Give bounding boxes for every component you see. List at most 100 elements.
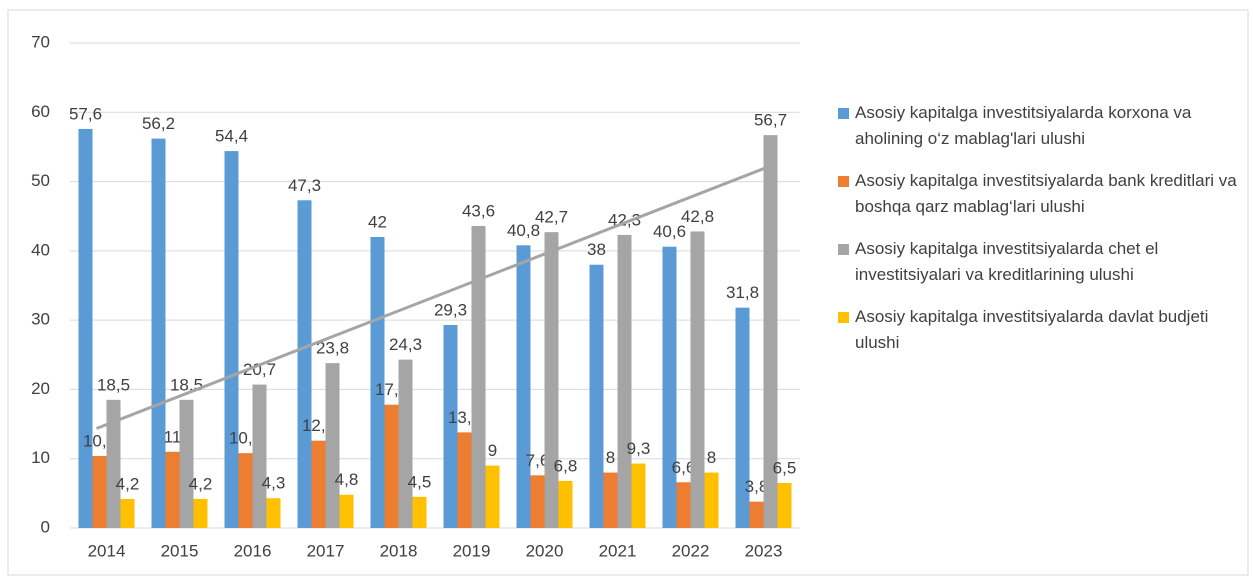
data-label: 23,8 <box>316 339 349 358</box>
bar <box>193 498 208 528</box>
x-tick-label: 2020 <box>526 541 564 560</box>
x-tick-label: 2018 <box>380 541 418 560</box>
bar <box>530 475 545 528</box>
x-tick-label: 2019 <box>453 541 491 560</box>
bar <box>662 246 677 528</box>
data-label: 4,3 <box>262 474 286 493</box>
bar <box>617 234 632 528</box>
bar <box>676 482 691 528</box>
data-label: 42,7 <box>535 208 568 227</box>
data-label: 8 <box>707 448 716 467</box>
bar <box>516 245 531 529</box>
legend-swatch <box>838 312 849 323</box>
data-label: 42,8 <box>681 207 714 226</box>
y-tick-label: 30 <box>31 310 50 329</box>
bar <box>398 359 413 528</box>
data-label: 38 <box>587 240 606 259</box>
y-tick-label: 0 <box>41 517 50 536</box>
bar <box>325 363 340 528</box>
bar <box>179 399 194 528</box>
y-tick-label: 10 <box>31 448 50 467</box>
legend-item: Asosiy kapitalga investitsiyalarda davla… <box>838 304 1238 356</box>
legend-label: Asosiy kapitalga investitsiyalarda bank … <box>855 171 1237 216</box>
bar <box>297 200 312 528</box>
trend-line <box>95 163 775 430</box>
bar <box>544 232 559 528</box>
data-label: 56,7 <box>754 111 787 130</box>
bar <box>631 463 646 528</box>
data-label: 4,8 <box>335 470 359 489</box>
bar <box>485 465 500 528</box>
bar <box>224 151 239 529</box>
y-tick-label: 70 <box>31 32 50 51</box>
data-label: 31,8 <box>726 283 759 302</box>
x-tick-label: 2022 <box>672 541 710 560</box>
data-label: 6,6 <box>672 458 696 477</box>
x-tick-label: 2017 <box>307 541 345 560</box>
y-tick-label: 40 <box>31 240 50 259</box>
data-label: 11 <box>164 427 182 446</box>
data-label: 9,3 <box>627 439 651 458</box>
data-label: 9 <box>488 441 497 460</box>
bar <box>558 480 573 528</box>
bar <box>457 432 472 528</box>
data-label: 4,2 <box>189 474 213 493</box>
data-label: 18,5 <box>97 375 130 394</box>
bar <box>92 455 107 528</box>
x-tick-label: 2021 <box>599 541 637 560</box>
chart-border <box>7 9 1249 576</box>
bar <box>749 501 764 528</box>
bar <box>151 138 166 528</box>
data-label: 6,5 <box>773 458 797 477</box>
data-label: 8 <box>606 448 615 467</box>
bar <box>735 307 750 528</box>
bar <box>704 472 719 528</box>
bar <box>120 498 135 528</box>
data-label: 18,5 <box>170 375 203 394</box>
data-label: 4,5 <box>408 472 432 491</box>
data-label: 43,6 <box>462 201 495 220</box>
y-tick-label: 20 <box>31 379 50 398</box>
bar <box>603 472 618 528</box>
data-label: 3,8 <box>745 477 769 496</box>
x-tick-label: 2014 <box>88 541 126 560</box>
bar <box>471 225 486 528</box>
bar <box>763 135 778 528</box>
legend-label: Asosiy kapitalga investitsiyalarda korxo… <box>855 103 1192 148</box>
bar <box>412 496 427 528</box>
legend-label: Asosiy kapitalga investitsiyalarda davla… <box>855 307 1209 352</box>
data-label: 4,2 <box>116 474 140 493</box>
legend-item: Asosiy kapitalga investitsiyalarda korxo… <box>838 100 1238 152</box>
bar <box>384 404 399 528</box>
y-tick-label: 60 <box>31 102 50 121</box>
legend-swatch <box>838 176 849 187</box>
bar <box>165 451 180 528</box>
data-label: 29,3 <box>434 300 467 319</box>
data-label: 20,7 <box>243 360 276 379</box>
legend-item: Asosiy kapitalga investitsiyalarda bank … <box>838 168 1238 220</box>
data-label: 54,4 <box>215 127 248 146</box>
bar <box>311 440 326 528</box>
bar <box>252 384 267 528</box>
data-label: 6,8 <box>554 456 578 475</box>
legend-label: Asosiy kapitalga investitsiyalarda chet … <box>855 239 1159 284</box>
bar <box>370 237 385 528</box>
bar <box>238 453 253 528</box>
bar <box>443 324 458 528</box>
data-label: 42 <box>368 212 387 231</box>
x-tick-label: 2023 <box>745 541 783 560</box>
bar <box>690 231 705 528</box>
bar <box>777 482 792 528</box>
bar <box>266 498 281 528</box>
bar <box>78 128 93 528</box>
x-tick-label: 2015 <box>161 541 199 560</box>
data-label: 56,2 <box>142 114 175 133</box>
x-tick-label: 2016 <box>234 541 272 560</box>
data-label: 24,3 <box>389 335 422 354</box>
bar <box>339 494 354 528</box>
legend-swatch <box>838 108 849 119</box>
data-label: 57,6 <box>69 104 102 123</box>
legend-swatch <box>838 244 849 255</box>
